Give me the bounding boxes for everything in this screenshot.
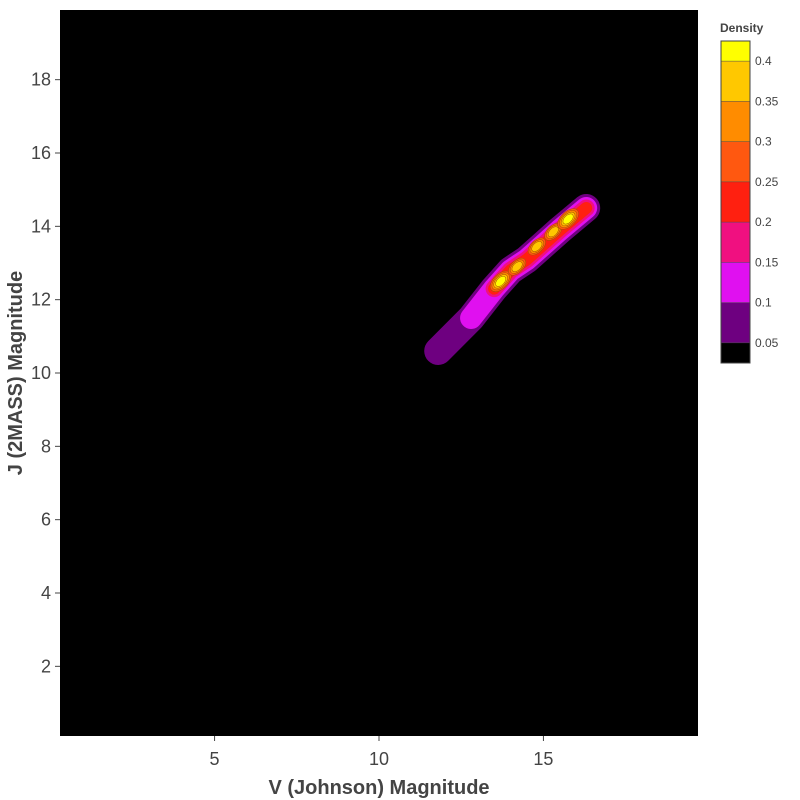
colorbar-tick-label: 0.1 xyxy=(755,296,772,310)
density-peak xyxy=(495,276,507,287)
y-tick-label: 4 xyxy=(41,583,51,603)
colorbar-segment xyxy=(721,61,750,102)
colorbar-segment xyxy=(721,222,750,263)
y-tick-label: 16 xyxy=(31,143,51,163)
x-tick-label: 10 xyxy=(369,749,389,769)
x-axis: 5 10 15 xyxy=(210,736,553,769)
x-tick-label: 15 xyxy=(533,749,553,769)
y-tick-label: 18 xyxy=(31,70,51,90)
colorbar-tick-label: 0.05 xyxy=(755,336,779,350)
plot-background xyxy=(60,10,698,736)
colorbar-segment xyxy=(721,302,750,343)
colorbar-frame xyxy=(720,40,751,364)
colorbar-tick-label: 0.15 xyxy=(755,255,779,269)
colorbar: Density 0.05 0.1 0.15 0.2 0.25 0.3 0.35 0.4 xyxy=(720,21,779,364)
colorbar-tick-label: 0.2 xyxy=(755,215,772,229)
y-tick-label: 2 xyxy=(41,656,51,676)
colorbar-tick-label: 0.4 xyxy=(755,54,772,68)
colorbar-tick-label: 0.25 xyxy=(755,175,779,189)
colorbar-segment xyxy=(721,41,750,62)
colorbar-tick-label: 0.35 xyxy=(755,94,779,108)
y-axis-title: J (2MASS) Magnitude xyxy=(5,271,27,475)
density-peak xyxy=(531,241,543,252)
density-contours xyxy=(424,194,601,365)
colorbar-segment xyxy=(721,141,750,182)
density-peak xyxy=(547,226,559,238)
y-tick-label: 6 xyxy=(41,510,51,530)
x-tick-label: 5 xyxy=(210,749,220,769)
x-axis-title: V (Johnson) Magnitude xyxy=(268,777,489,799)
colorbar-segment xyxy=(721,181,750,223)
density-peak xyxy=(562,213,574,225)
y-tick-label: 14 xyxy=(31,216,51,236)
y-tick-label: 12 xyxy=(31,290,51,310)
y-axis: 2 4 6 8 10 12 14 16 18 xyxy=(31,70,60,676)
colorbar-segment xyxy=(721,342,750,363)
colorbar-segment xyxy=(721,101,750,142)
colorbar-segment xyxy=(721,262,750,303)
colorbar-title: Density xyxy=(720,21,764,35)
y-tick-label: 8 xyxy=(41,436,51,456)
density-peak xyxy=(511,261,523,272)
y-tick-label: 10 xyxy=(31,363,51,383)
colorbar-tick-label: 0.3 xyxy=(755,135,772,149)
